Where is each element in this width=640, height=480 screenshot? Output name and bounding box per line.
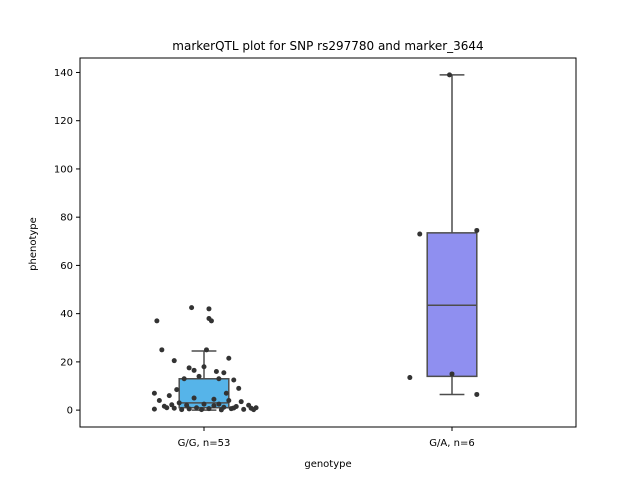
data-point — [221, 370, 227, 376]
data-point — [223, 390, 229, 396]
data-point — [251, 407, 257, 413]
data-point — [447, 72, 453, 78]
data-point — [161, 403, 167, 409]
data-point — [206, 315, 212, 321]
data-point — [231, 377, 237, 383]
x-tick-label: G/A, n=6 — [429, 438, 474, 449]
data-point — [218, 407, 224, 413]
data-point — [191, 395, 197, 401]
strip-points — [407, 72, 480, 397]
y-tick-label: 100 — [54, 164, 73, 175]
axes: 0 20 40 60 80 100 120 140 G/G, n=53 G/A, n=6 — [54, 57, 577, 449]
y-tick-label: 60 — [60, 261, 73, 272]
y-tick-label: 80 — [60, 213, 73, 224]
data-point — [156, 397, 162, 403]
y-tick-label: 140 — [54, 68, 73, 79]
x-tick-label: G/G, n=53 — [178, 438, 231, 449]
data-point — [179, 407, 185, 413]
data-point — [174, 387, 180, 393]
data-point — [211, 396, 217, 402]
data-point — [169, 402, 175, 408]
data-point — [166, 393, 172, 399]
data-point — [201, 401, 207, 407]
plot-area — [151, 72, 480, 413]
data-point — [231, 405, 237, 411]
data-point — [474, 391, 480, 397]
data-point — [449, 371, 455, 377]
chart-title: markerQTL plot for SNP rs297780 and mark… — [172, 39, 483, 53]
data-point — [226, 397, 232, 403]
y-tick-label: 40 — [60, 309, 73, 320]
data-point — [216, 376, 222, 382]
data-point — [213, 369, 219, 375]
data-point — [191, 367, 197, 373]
data-point — [236, 385, 242, 391]
y-tick-label: 0 — [67, 406, 73, 417]
data-point — [238, 399, 244, 405]
data-point — [159, 347, 165, 353]
data-point — [186, 406, 192, 412]
data-point — [171, 358, 177, 364]
data-point — [184, 402, 190, 408]
data-point — [216, 401, 222, 407]
x-axis-title: genotype — [304, 459, 351, 470]
data-point — [151, 390, 157, 396]
data-point — [199, 407, 205, 413]
data-point — [407, 375, 413, 381]
data-point — [176, 400, 182, 406]
data-point — [474, 227, 480, 233]
y-axis-title: phenotype — [28, 217, 39, 271]
data-point — [151, 406, 157, 412]
y-tick-label: 20 — [60, 357, 73, 368]
data-point — [226, 355, 232, 361]
data-point — [189, 305, 195, 311]
data-point — [241, 406, 247, 412]
data-point — [154, 318, 160, 324]
data-point — [194, 405, 200, 411]
y-tick-label: 120 — [54, 116, 73, 127]
data-point — [203, 347, 209, 353]
data-point — [211, 403, 217, 409]
data-point — [196, 373, 202, 379]
data-point — [186, 365, 192, 371]
data-point — [201, 364, 207, 370]
data-point — [206, 406, 212, 412]
data-point — [181, 376, 187, 382]
data-point — [206, 306, 212, 312]
axes-frame — [79, 57, 577, 428]
strip-points — [151, 305, 259, 413]
data-point — [417, 231, 423, 237]
